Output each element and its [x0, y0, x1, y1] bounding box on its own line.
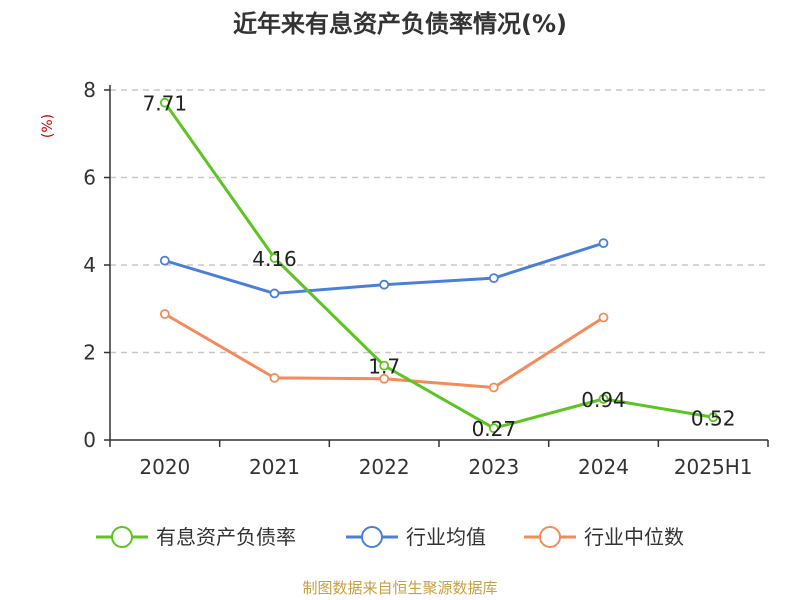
data-point [708, 412, 719, 423]
x-tick-label: 2025H1 [674, 455, 753, 479]
data-point [379, 360, 390, 371]
x-tick-label: 2023 [468, 455, 519, 479]
data-label: 0.94 [581, 388, 626, 412]
data-point [598, 238, 609, 249]
data-point [379, 373, 390, 384]
y-tick-label: 4 [83, 253, 96, 277]
data-point [159, 309, 170, 319]
series-line [163, 101, 714, 430]
legend: 有息资产负债率 行业均值 行业中位数 [96, 525, 684, 549]
data-point [488, 423, 499, 434]
x-tick-label: 2022 [359, 455, 410, 479]
series-layer: 7.71 4.16 1.7 0.27 0.94 0.52 [143, 92, 736, 442]
data-point [159, 255, 170, 266]
x-tick-label: 2021 [249, 455, 300, 479]
legend-item-2: 行业中位数 [524, 525, 684, 549]
data-point [379, 279, 390, 290]
legend-item-1: 行业均值 [346, 525, 486, 549]
data-point [159, 97, 170, 108]
data-label: 0.52 [691, 406, 736, 430]
data-label: 4.16 [252, 247, 297, 271]
data-point [598, 312, 609, 323]
source-note: 制图数据来自恒生聚源数据库 [302, 579, 497, 597]
y-tick-label: 8 [83, 78, 96, 102]
y-tick-label: 0 [83, 428, 96, 452]
data-point [488, 273, 499, 284]
y-axis-label: (%) [40, 114, 56, 138]
data-point [269, 372, 280, 383]
y-tick-label: 6 [83, 166, 96, 190]
legend-label: 有息资产负债率 [156, 525, 296, 549]
data-label: 0.27 [472, 417, 517, 441]
data-point [269, 253, 280, 263]
gridlines [110, 89, 768, 354]
legend-marker [361, 526, 383, 548]
data-point [598, 393, 609, 404]
chart-title: 近年来有息资产负债率情况(%) [233, 10, 567, 38]
x-tick-label: 2020 [139, 455, 190, 479]
axes: 0 2 4 6 8 2020 2021 2022 2023 2024 2025H1 [83, 78, 769, 479]
data-point [488, 382, 499, 393]
data-label: 7.71 [143, 92, 188, 116]
data-label: 1.7 [368, 355, 400, 379]
x-tick-label: 2024 [578, 455, 629, 479]
series-1 [159, 238, 609, 299]
series-0: 7.71 4.16 1.7 0.27 0.94 0.52 [143, 92, 736, 442]
legend-label: 行业均值 [406, 525, 486, 549]
series-2 [159, 309, 609, 393]
legend-item-0: 有息资产负债率 [96, 525, 296, 549]
legend-marker [111, 526, 133, 548]
data-point [269, 288, 280, 299]
y-tick-label: 2 [83, 341, 96, 365]
legend-label: 行业中位数 [584, 525, 684, 549]
legend-marker [539, 526, 561, 548]
